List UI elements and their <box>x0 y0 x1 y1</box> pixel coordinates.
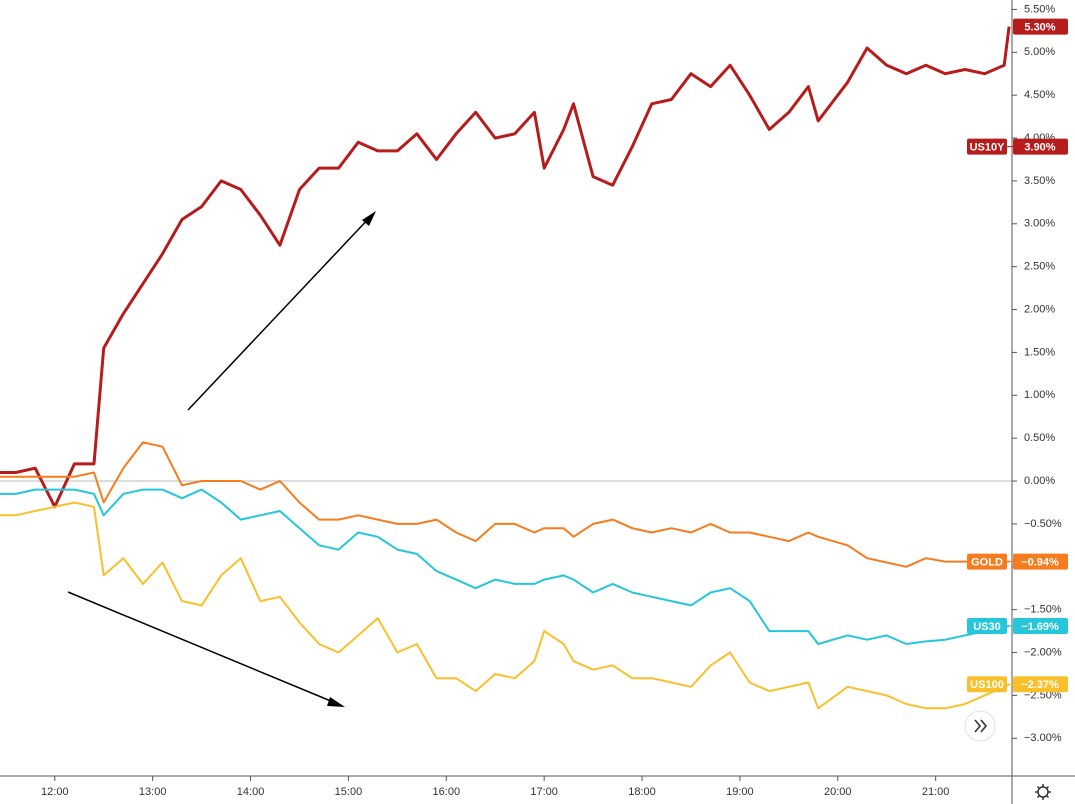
x-tick-label: 18:00 <box>628 786 656 798</box>
series-name-badge <box>967 138 1007 155</box>
y-tick-label: 4.50% <box>1024 89 1055 101</box>
y-tick-label: −3.00% <box>1024 732 1062 744</box>
y-tick-label: −1.50% <box>1024 604 1062 616</box>
series-name: GOLD <box>971 557 1003 569</box>
y-tick-label: 0.00% <box>1024 475 1055 487</box>
series-line <box>0 441 1010 568</box>
series-name-badge <box>967 617 1007 634</box>
y-tick-label: 3.50% <box>1024 175 1055 187</box>
series-line <box>0 501 1010 710</box>
annotation-arrows <box>67 211 376 707</box>
price-label: 5.30% <box>1024 21 1055 33</box>
y-tick-label: −0.50% <box>1024 518 1062 530</box>
y-tick-label: 2.00% <box>1024 303 1055 315</box>
x-tick-label: 13:00 <box>139 786 167 798</box>
price-badge <box>1013 676 1068 693</box>
price-badge <box>1013 138 1068 155</box>
series-name: US100 <box>970 679 1004 691</box>
series-name: US10Y <box>970 142 1006 154</box>
price-label: 3.90% <box>1024 142 1055 154</box>
x-tick-label: 16:00 <box>433 786 461 798</box>
price-badge <box>1013 553 1068 570</box>
y-tick-label: −2.50% <box>1024 689 1062 701</box>
x-tick-label: 20:00 <box>824 786 852 798</box>
y-tick-label: 1.00% <box>1024 389 1055 401</box>
series-name: US30 <box>973 621 1001 633</box>
y-tick-label: 3.00% <box>1024 218 1055 230</box>
y-tick-label: −2.00% <box>1024 646 1062 658</box>
y-tick-label: 0.50% <box>1024 432 1055 444</box>
x-tick-label: 12:00 <box>41 786 69 798</box>
series-name-badge <box>967 676 1007 693</box>
price-label: −2.37% <box>1021 679 1059 691</box>
y-tick-label: 5.50% <box>1024 3 1055 15</box>
x-tick-label: 21:00 <box>922 786 950 798</box>
y-tick-label: 1.50% <box>1024 346 1055 358</box>
settings-icon[interactable] <box>1035 784 1051 800</box>
price-badge <box>1013 617 1068 634</box>
price-label: −1.69% <box>1021 621 1059 633</box>
scroll-button[interactable] <box>964 710 996 742</box>
x-tick-label: 17:00 <box>530 786 558 798</box>
price-badge <box>1013 18 1068 35</box>
y-tick-label: 5.00% <box>1024 46 1055 58</box>
x-tick-label: 14:00 <box>237 786 265 798</box>
plot-layer <box>0 26 1012 710</box>
series-line <box>0 488 1010 645</box>
x-tick-label: 15:00 <box>335 786 363 798</box>
x-tick-label: 19:00 <box>726 786 754 798</box>
price-label: −0.94% <box>1021 557 1059 569</box>
y-tick-label: 2.50% <box>1024 261 1055 273</box>
series-line <box>0 26 1011 509</box>
series-name-badge <box>967 553 1007 570</box>
